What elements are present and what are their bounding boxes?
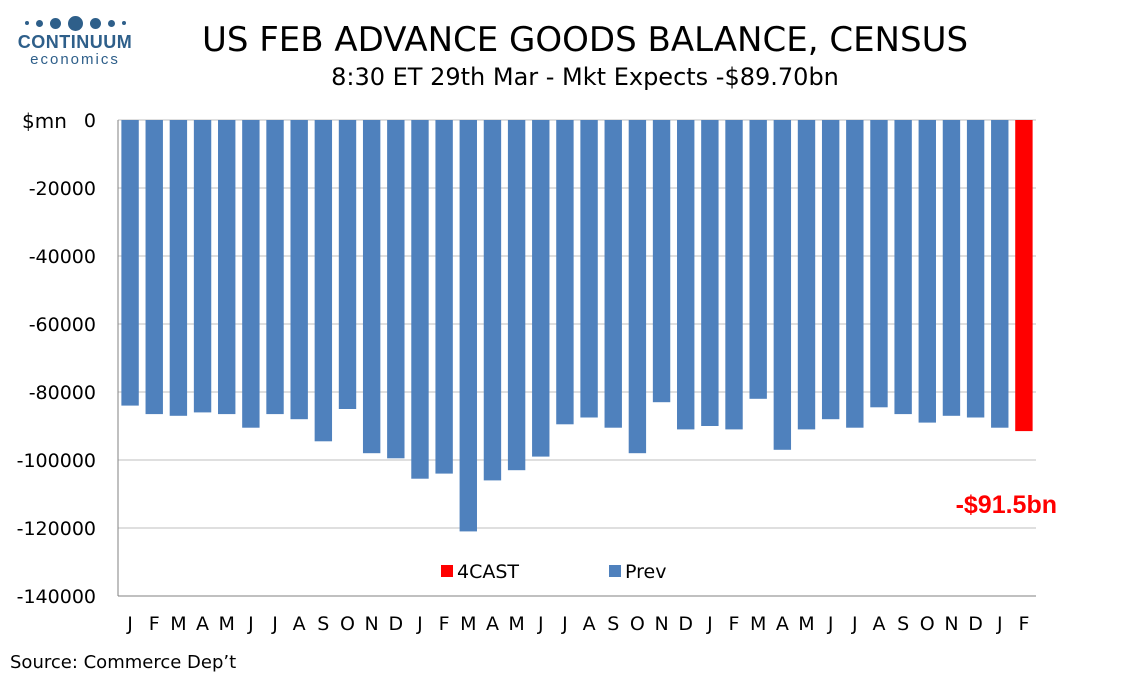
prev-bar xyxy=(628,120,647,454)
prev-bar xyxy=(604,120,622,428)
prev-bar xyxy=(797,120,816,430)
prev-bar xyxy=(942,120,961,416)
x-tick-label: M xyxy=(460,613,476,635)
forecast-annotation: -$91.5bn xyxy=(956,491,1057,519)
legend-label-prev: Prev xyxy=(625,561,666,583)
prev-bar xyxy=(338,120,357,409)
x-tick-label: M xyxy=(798,613,814,635)
x-tick-label: J xyxy=(247,613,254,635)
x-tick-label: D xyxy=(678,613,693,635)
x-tick-label: F xyxy=(1018,613,1029,635)
prev-bar xyxy=(435,120,453,474)
x-tick-label: J xyxy=(416,613,423,635)
legend-swatch-prev xyxy=(609,565,621,577)
x-tick-label: F xyxy=(439,613,450,635)
x-tick-label: A xyxy=(196,613,209,635)
forecast-bar xyxy=(1015,120,1033,432)
prev-bar xyxy=(362,120,381,454)
prev-bar xyxy=(701,120,719,426)
chart-subtitle: 8:30 ET 29th Mar - Mkt Expects -$89.70bn xyxy=(331,63,839,91)
y-tick-label: -80000 xyxy=(29,382,96,404)
chart-title: US FEB ADVANCE GOODS BALANCE, CENSUS xyxy=(201,20,969,60)
x-tick-label: M xyxy=(170,613,186,635)
x-tick-label: D xyxy=(388,613,403,635)
x-tick-label: J xyxy=(827,613,834,635)
y-tick-label: -140000 xyxy=(17,586,96,608)
legend-label-4cast: 4CAST xyxy=(457,561,519,583)
x-tick-label: J xyxy=(706,613,713,635)
x-tick-label: J xyxy=(271,613,278,635)
x-tick-label: M xyxy=(750,613,766,635)
x-tick-label: A xyxy=(872,613,885,635)
x-tick-label: J xyxy=(996,613,1003,635)
x-tick-label: M xyxy=(219,613,235,635)
prev-bar xyxy=(532,120,550,457)
prev-bar xyxy=(411,120,429,479)
x-tick-label: A xyxy=(776,613,789,635)
x-tick-label: S xyxy=(607,613,619,635)
prev-bar xyxy=(821,120,840,420)
x-tick-label: A xyxy=(293,613,306,635)
prev-bar xyxy=(773,120,792,450)
prev-bar xyxy=(556,120,574,425)
x-tick-label: D xyxy=(968,613,983,635)
continuum-logo: CONTINUUM economics xyxy=(10,14,140,68)
y-axis-label: $mn xyxy=(22,109,67,133)
logo-name: CONTINUUM xyxy=(17,32,133,52)
prev-bar xyxy=(918,120,936,423)
prev-bar xyxy=(193,120,212,413)
prev-bar xyxy=(290,120,308,420)
x-tick-label: J xyxy=(561,613,568,635)
prev-bar xyxy=(121,120,139,406)
y-tick-label: -100000 xyxy=(17,450,96,472)
x-tick-label: O xyxy=(340,613,355,635)
x-tick-label: S xyxy=(897,613,909,635)
x-tick-label: S xyxy=(317,613,329,635)
x-tick-label: N xyxy=(944,613,958,635)
x-tick-label: F xyxy=(729,613,740,635)
x-tick-label: J xyxy=(851,613,858,635)
prev-bar xyxy=(966,120,985,418)
prev-bar xyxy=(507,120,526,471)
prev-bar xyxy=(266,120,284,415)
x-tick-label: J xyxy=(126,613,133,635)
prev-bar xyxy=(145,120,163,415)
prev-bar xyxy=(894,120,912,415)
legend-swatch-4cast xyxy=(441,565,453,577)
prev-bar xyxy=(725,120,743,430)
y-tick-label: -40000 xyxy=(29,246,96,268)
x-tick-label: J xyxy=(537,613,544,635)
prev-bar xyxy=(846,120,864,428)
y-tick-label: -20000 xyxy=(29,178,96,200)
prev-bar xyxy=(677,120,695,430)
prev-bar xyxy=(749,120,767,399)
prev-bar xyxy=(218,120,236,415)
prev-bar xyxy=(580,120,598,418)
logo-dots-icon xyxy=(10,14,140,32)
prev-bar xyxy=(169,120,188,416)
logo-subtitle: economics xyxy=(30,51,120,68)
prev-bar xyxy=(387,120,405,459)
x-tick-label: N xyxy=(365,613,379,635)
prev-bar xyxy=(870,120,888,408)
x-tick-label: M xyxy=(508,613,524,635)
x-tick-label: F xyxy=(149,613,160,635)
x-tick-label: N xyxy=(654,613,668,635)
prev-bar xyxy=(242,120,260,428)
prev-bar xyxy=(459,120,477,532)
source-note: Source: Commerce Dep’t xyxy=(10,652,237,673)
prev-bar xyxy=(991,120,1009,428)
x-tick-label: A xyxy=(486,613,499,635)
prev-bar xyxy=(483,120,502,481)
y-tick-label: -60000 xyxy=(29,314,96,336)
prev-bar xyxy=(314,120,333,442)
x-tick-label: O xyxy=(630,613,645,635)
y-tick-label: 0 xyxy=(84,110,96,132)
x-tick-label: A xyxy=(583,613,596,635)
prev-bar xyxy=(652,120,671,403)
x-tick-label: O xyxy=(920,613,935,635)
y-tick-label: -120000 xyxy=(17,518,96,540)
